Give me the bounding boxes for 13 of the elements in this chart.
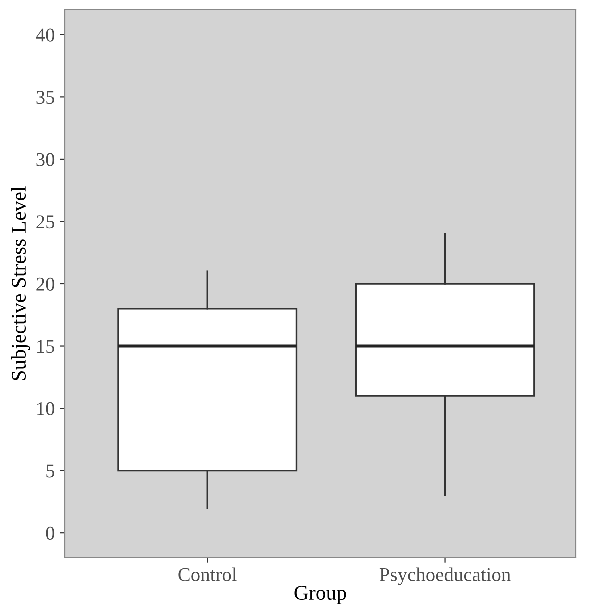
y-tick-label: 15: [38, 340, 55, 354]
y-tick-label: 20: [36, 278, 55, 291]
y-tick-label: 35: [36, 91, 55, 104]
y-tick-label: 25: [36, 216, 55, 229]
y-tick-label: 30: [36, 153, 55, 166]
y-axis-title: Subjective Stress Level: [11, 186, 30, 380]
x-tick-label: Control: [178, 568, 237, 582]
y-tick-label: 10: [38, 402, 55, 416]
y-tick-label: 5: [46, 464, 55, 478]
x-tick-label: Psychoeducation: [380, 568, 511, 586]
y-tick-label: 40: [36, 28, 55, 42]
x-axis-title: Group: [294, 586, 346, 604]
y-tick-label: 0: [46, 526, 55, 540]
